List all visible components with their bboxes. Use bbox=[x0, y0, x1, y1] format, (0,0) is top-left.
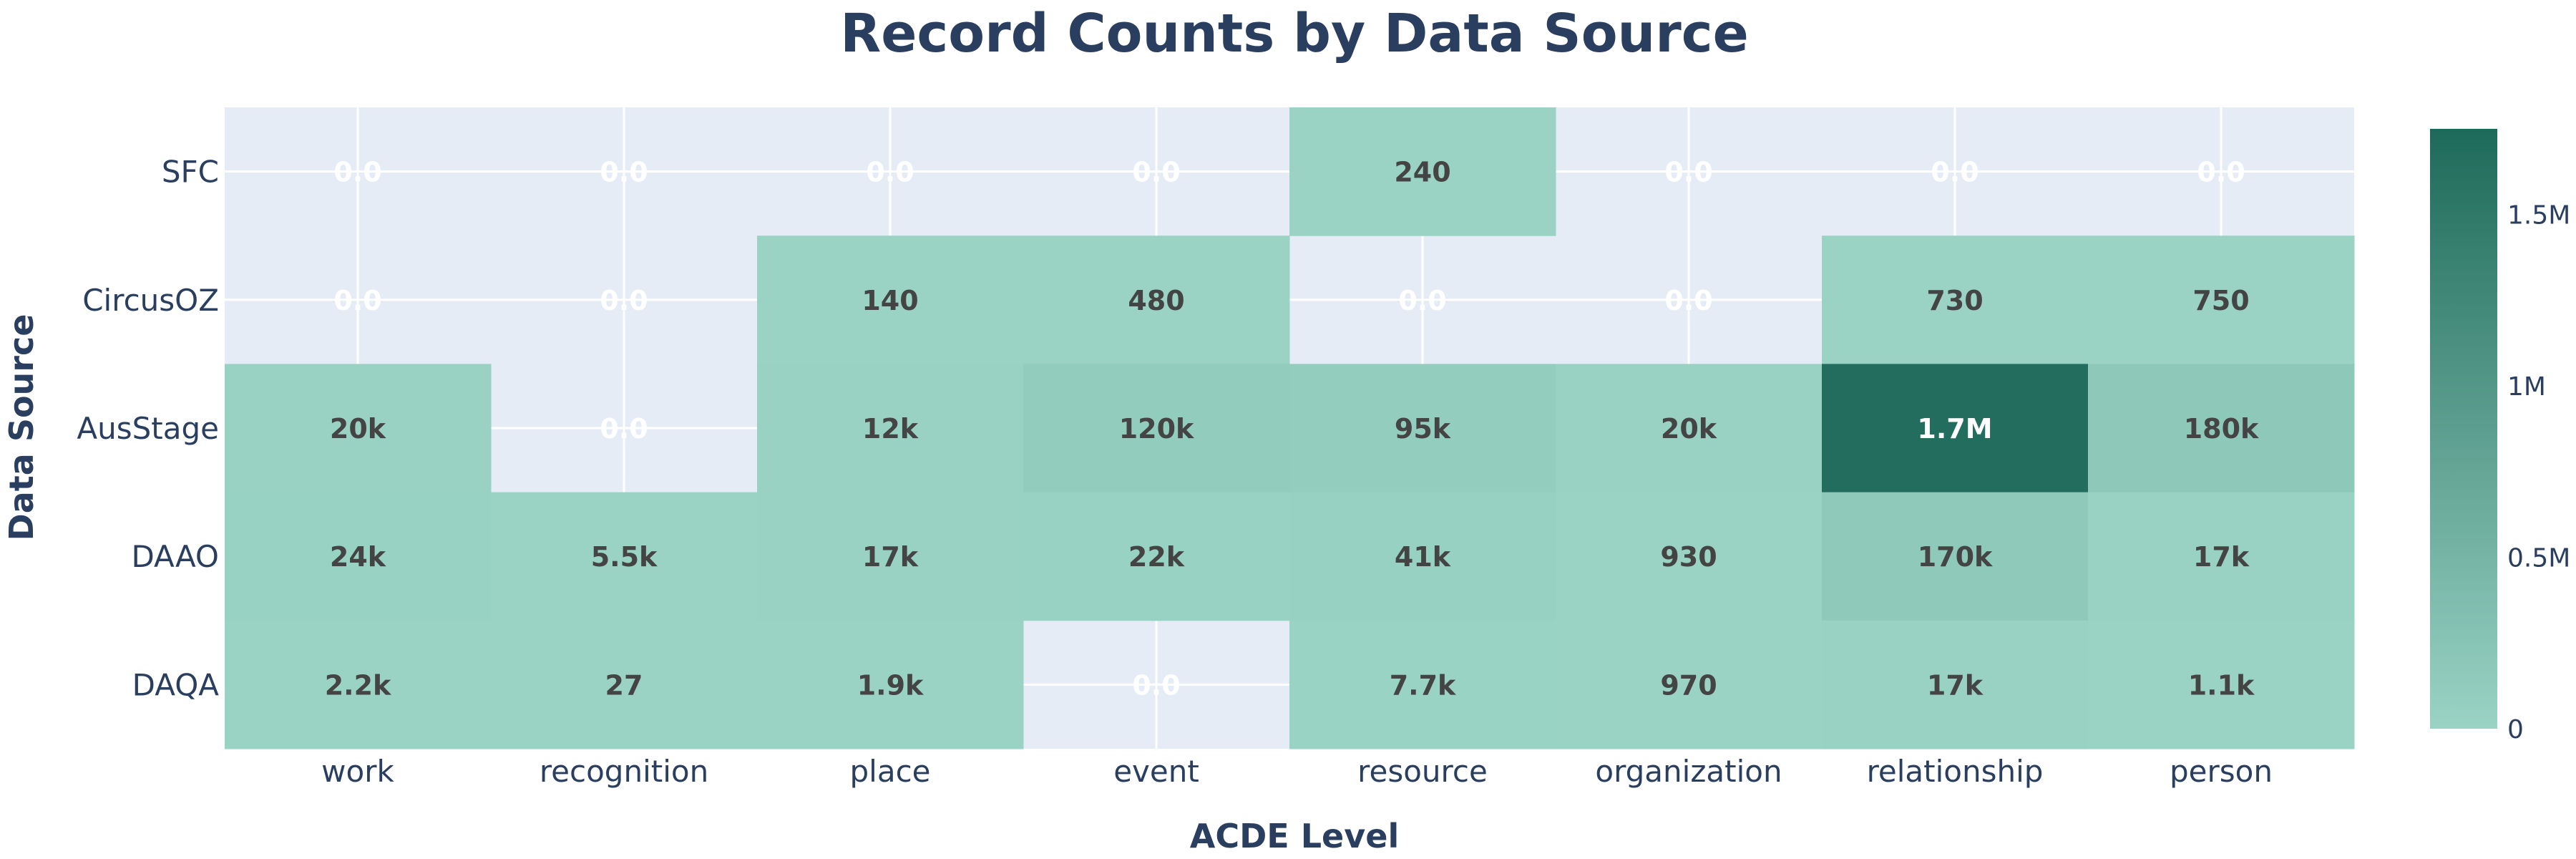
cell-label: 1.9k bbox=[857, 669, 924, 701]
heatmap-cell bbox=[1023, 236, 1290, 364]
x-axis-ticks: work recognition place event resource organiz… bbox=[321, 754, 2273, 789]
cell-label: 27 bbox=[605, 669, 643, 701]
cell-label: 0.0 bbox=[1132, 157, 1180, 188]
cell-label: 170k bbox=[1918, 541, 1993, 573]
cell-label: 1.1k bbox=[2188, 669, 2255, 701]
heatmap-cell bbox=[1556, 492, 1823, 621]
y-tick-label: CircusOZ bbox=[82, 283, 219, 318]
heatmap-cell bbox=[1556, 364, 1823, 493]
x-axis-title: ACDE Level bbox=[1190, 817, 1399, 855]
y-axis-ticks: SFC CircusOZ AusStage DAAO DAQA bbox=[77, 155, 219, 703]
cell-label: 0.0 bbox=[333, 285, 381, 316]
colorbar-tick-label: 1.5M bbox=[2507, 201, 2570, 230]
cell-label: 480 bbox=[1128, 285, 1184, 316]
heatmap-cell bbox=[225, 364, 492, 493]
heatmap-cell bbox=[1289, 364, 1556, 493]
x-tick-label: recognition bbox=[540, 754, 708, 789]
heatmap-cells bbox=[225, 107, 2355, 749]
cell-label: 2.2k bbox=[325, 669, 391, 701]
heatmap-cell bbox=[1289, 492, 1556, 621]
y-tick-label: AusStage bbox=[77, 411, 219, 446]
cell-label: 930 bbox=[1660, 541, 1717, 573]
colorbar-tick-label: 1M bbox=[2507, 372, 2546, 402]
cell-labels: 0.0 0.0 0.0 0.0 240 0.0 0.0 0.0 0.0 0.0 140 480 0.0 0… bbox=[325, 157, 2259, 702]
heatmap-cell bbox=[1822, 492, 2089, 621]
cell-label: 0.0 bbox=[600, 157, 648, 188]
colorbar: 0 0.5M 1M 1.5M bbox=[2430, 129, 2570, 744]
cell-label: 180k bbox=[2184, 413, 2259, 445]
cell-label: 0.0 bbox=[1664, 157, 1712, 188]
heatmap-cell bbox=[2088, 364, 2355, 493]
cell-label: 0.0 bbox=[1664, 285, 1712, 316]
cell-label: 17k bbox=[2193, 541, 2250, 573]
heatmap-cell bbox=[2088, 236, 2355, 364]
heatmap-cell bbox=[1023, 492, 1290, 621]
heatmap-cell bbox=[757, 364, 1024, 493]
cell-label: 120k bbox=[1119, 413, 1194, 445]
heatmap-cell bbox=[757, 620, 1024, 749]
cell-label: 0.0 bbox=[1132, 669, 1180, 701]
cell-label: 970 bbox=[1660, 669, 1717, 701]
heatmap-cell bbox=[2088, 492, 2355, 621]
cell-label: 5.5k bbox=[591, 541, 658, 573]
heatmap-cell bbox=[1289, 620, 1556, 749]
cell-label: 20k bbox=[330, 413, 386, 445]
y-tick-label: DAAO bbox=[131, 539, 219, 574]
cell-label: 0.0 bbox=[600, 413, 648, 445]
heatmap-cell bbox=[2088, 620, 2355, 749]
heatmap-cell bbox=[225, 620, 492, 749]
cell-label: 7.7k bbox=[1390, 669, 1456, 701]
cell-label: 0.0 bbox=[600, 285, 648, 316]
x-tick-label: organization bbox=[1595, 754, 1782, 789]
cell-label: 0.0 bbox=[866, 157, 914, 188]
cell-label: 17k bbox=[862, 541, 919, 573]
colorbar-ticks: 0 0.5M 1M 1.5M bbox=[2507, 201, 2570, 744]
cell-label: 730 bbox=[1926, 285, 1983, 316]
heatmap-cell bbox=[1289, 107, 1556, 236]
cell-label: 17k bbox=[1927, 669, 1984, 701]
x-tick-label: event bbox=[1113, 754, 1199, 789]
cell-label: 1.7M bbox=[1917, 413, 1992, 445]
x-tick-label: resource bbox=[1357, 754, 1488, 789]
heatmap-cell bbox=[1822, 236, 2089, 364]
cell-label: 24k bbox=[330, 541, 386, 573]
heatmap-cell bbox=[757, 236, 1024, 364]
colorbar-tick-label: 0.5M bbox=[2507, 544, 2570, 573]
heatmap-cell bbox=[1556, 620, 1823, 749]
heatmap-cell bbox=[491, 620, 758, 749]
heatmap-cell bbox=[1822, 364, 2089, 493]
heatmap-cell bbox=[491, 492, 758, 621]
colorbar-tick-label: 0 bbox=[2507, 715, 2524, 744]
cell-label: 12k bbox=[862, 413, 919, 445]
y-tick-label: DAQA bbox=[132, 667, 220, 702]
x-tick-label: place bbox=[850, 754, 931, 789]
heatmap-cell bbox=[757, 492, 1024, 621]
cell-label: 95k bbox=[1395, 413, 1451, 445]
x-tick-label: relationship bbox=[1867, 754, 2044, 789]
cell-label: 0.0 bbox=[333, 157, 381, 188]
x-tick-label: work bbox=[321, 754, 394, 789]
cell-label: 0.0 bbox=[2197, 157, 2245, 188]
cell-label: 22k bbox=[1128, 541, 1185, 573]
y-axis-title: Data Source bbox=[2, 314, 41, 541]
cell-label: 0.0 bbox=[1398, 285, 1446, 316]
cell-label: 20k bbox=[1661, 413, 1717, 445]
cell-label: 0.0 bbox=[1931, 157, 1979, 188]
heatmap-cell bbox=[1023, 364, 1290, 493]
x-tick-label: person bbox=[2170, 754, 2273, 789]
heatmap-cell bbox=[225, 492, 492, 621]
y-tick-label: SFC bbox=[162, 155, 219, 190]
cell-label: 750 bbox=[2192, 285, 2249, 316]
colorbar-gradient bbox=[2430, 129, 2497, 729]
cell-label: 240 bbox=[1394, 157, 1450, 188]
cell-label: 41k bbox=[1395, 541, 1451, 573]
heatmap-cell bbox=[1822, 620, 2089, 749]
chart-title: Record Counts by Data Source bbox=[840, 3, 1749, 64]
cell-label: 140 bbox=[862, 285, 918, 316]
plot-area: 0.0 0.0 0.0 0.0 240 0.0 0.0 0.0 0.0 0.0 140 480 0.0 0… bbox=[225, 107, 2355, 749]
